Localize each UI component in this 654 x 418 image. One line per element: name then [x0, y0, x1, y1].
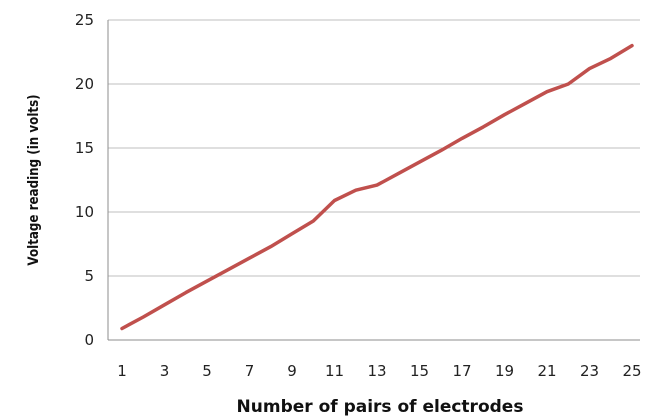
y-tick-label: 25 [75, 11, 94, 29]
y-tick-label: 5 [84, 267, 94, 285]
x-tick-label: 19 [495, 362, 514, 380]
series-line-1 [120, 43, 634, 331]
x-tick-label: 13 [367, 362, 386, 380]
x-axis-title: Number of pairs of electrodes [237, 397, 524, 417]
x-tick-label: 9 [287, 362, 297, 380]
x-tick-label: 15 [410, 362, 429, 380]
x-tick-label: 25 [622, 362, 641, 380]
x-tick-label: 21 [537, 362, 556, 380]
y-tick-label: 0 [84, 331, 94, 349]
y-tick-label: 20 [75, 75, 94, 93]
x-tick-label: 23 [580, 362, 599, 380]
y-axis-title: Voltage reading (in volts) [26, 94, 42, 265]
x-tick-labels: 1 3 5 7 9 11 13 15 17 19 21 23 25 [117, 362, 641, 380]
x-tick-label: 7 [245, 362, 255, 380]
x-tick-label: 3 [160, 362, 170, 380]
y-tick-label: 10 [75, 203, 94, 221]
x-tick-label: 17 [452, 362, 471, 380]
y-tick-label: 15 [75, 139, 94, 157]
x-tick-label: 5 [202, 362, 212, 380]
x-tick-label: 11 [325, 362, 344, 380]
axes [107, 20, 640, 341]
y-tick-labels: 0 5 10 15 20 25 [75, 11, 94, 349]
series-group [120, 43, 634, 331]
x-tick-label: 1 [117, 362, 127, 380]
